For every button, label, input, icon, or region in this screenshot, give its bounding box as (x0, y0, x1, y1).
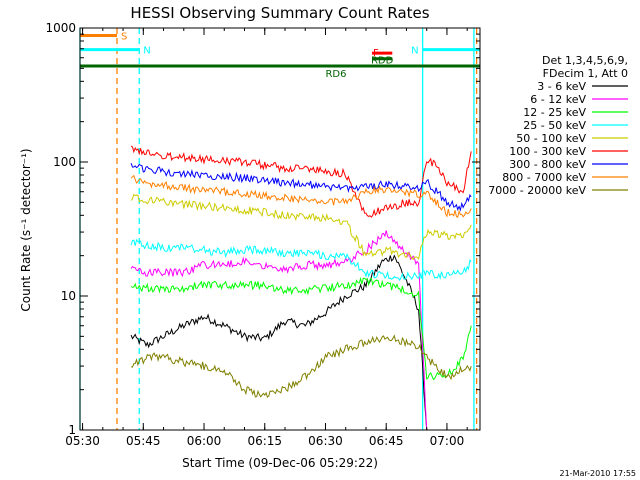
x-tick-label-6: 07:00 (430, 434, 465, 448)
flag-label-3: F (373, 48, 379, 59)
y-tick-label-2: 100 (53, 155, 76, 169)
series-line-4 (130, 193, 472, 260)
footer-date: 21-Mar-2010 17:55 (560, 469, 637, 478)
series-line-7 (130, 174, 472, 219)
flag-label-4: RDD (371, 56, 394, 67)
legend-label-3: 25 - 50 keV (523, 119, 586, 132)
flag-label-5: RD6 (325, 69, 346, 80)
legend-label-0: 3 - 6 keV (537, 80, 586, 93)
flag-label-0: S (121, 31, 127, 42)
x-tick-label-2: 06:00 (187, 434, 222, 448)
series-line-2 (130, 276, 472, 381)
x-tick-label-0: 05:30 (65, 434, 100, 448)
series-line-6 (130, 163, 472, 212)
y-tick-label-3: 1000 (45, 21, 76, 35)
legend-label-5: 100 - 300 keV (509, 145, 586, 158)
legend-label-2: 12 - 25 keV (523, 106, 586, 119)
flag-label-1: N (143, 46, 150, 57)
series-line-0 (130, 254, 428, 431)
y-tick-label-1: 10 (61, 289, 76, 303)
x-axis-label: Start Time (09-Dec-06 05:29:22) (182, 456, 378, 470)
x-tick-label-4: 06:30 (308, 434, 343, 448)
series-line-1 (130, 230, 428, 431)
legend-header-1: FDecim 1, Att 0 (543, 67, 628, 80)
y-tick-label-0: 1 (68, 423, 76, 437)
legend-label-8: 7000 - 20000 keV (488, 184, 586, 197)
series-layer (130, 145, 472, 431)
legend: Det 1,3,4,5,6,9,FDecim 1, Att 03 - 6 keV… (488, 54, 628, 197)
legend-label-1: 6 - 12 keV (530, 93, 586, 106)
x-tick-label-3: 06:15 (247, 434, 282, 448)
legend-label-7: 800 - 7000 keV (502, 171, 586, 184)
plot-frame (79, 27, 481, 431)
series-line-8 (130, 334, 472, 398)
legend-header-0: Det 1,3,4,5,6,9, (542, 54, 628, 67)
chart-title: HESSI Observing Summary Count Rates (130, 4, 429, 22)
x-tick-label-1: 05:45 (126, 434, 161, 448)
series-line-5 (130, 145, 472, 218)
x-tick-label-5: 06:45 (369, 434, 404, 448)
legend-label-4: 50 - 100 keV (516, 132, 586, 145)
flag-label-2: N (411, 46, 418, 57)
series-line-3 (130, 238, 472, 282)
axes: 05:30 05:45 06:00 06:15 06:30 06:45 07:00 1 10 10… (45, 21, 480, 448)
legend-label-6: 300 - 800 keV (509, 158, 586, 171)
y-axis-label: Count Rate (s⁻¹ detector⁻¹) (19, 148, 33, 311)
